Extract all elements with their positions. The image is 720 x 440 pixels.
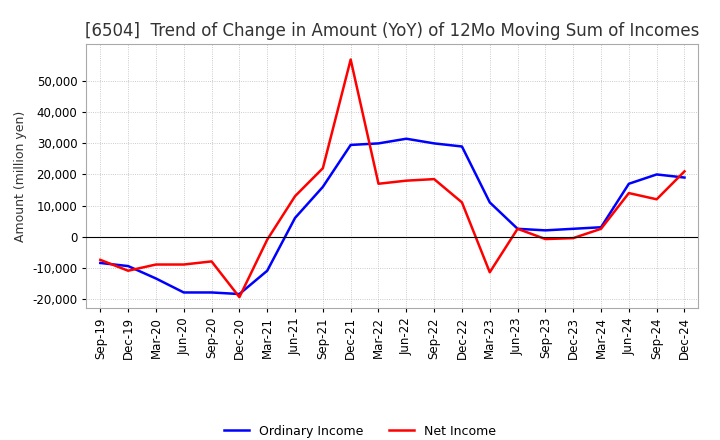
Net Income [597, 226, 606, 231]
Net Income [430, 176, 438, 182]
Net Income [291, 194, 300, 199]
Net Income [569, 235, 577, 241]
Net Income [458, 200, 467, 205]
Ordinary Income [569, 226, 577, 231]
Ordinary Income [652, 172, 661, 177]
Net Income [124, 268, 132, 273]
Net Income [402, 178, 410, 183]
Line: Net Income: Net Income [100, 59, 685, 297]
Y-axis label: Amount (million yen): Amount (million yen) [14, 110, 27, 242]
Ordinary Income [430, 141, 438, 146]
Ordinary Income [318, 184, 327, 190]
Ordinary Income [207, 290, 216, 295]
Ordinary Income [235, 291, 243, 297]
Net Income [624, 191, 633, 196]
Ordinary Income [96, 260, 104, 266]
Ordinary Income [458, 144, 467, 149]
Ordinary Income [374, 141, 383, 146]
Ordinary Income [513, 226, 522, 231]
Line: Ordinary Income: Ordinary Income [100, 139, 685, 294]
Ordinary Income [624, 181, 633, 187]
Net Income [152, 262, 161, 267]
Ordinary Income [179, 290, 188, 295]
Title: [6504]  Trend of Change in Amount (YoY) of 12Mo Moving Sum of Incomes: [6504] Trend of Change in Amount (YoY) o… [85, 22, 700, 40]
Ordinary Income [152, 276, 161, 281]
Net Income [263, 237, 271, 242]
Net Income [235, 294, 243, 300]
Net Income [374, 181, 383, 187]
Ordinary Income [402, 136, 410, 141]
Net Income [318, 165, 327, 171]
Ordinary Income [597, 224, 606, 230]
Net Income [207, 259, 216, 264]
Net Income [680, 169, 689, 174]
Ordinary Income [263, 268, 271, 273]
Net Income [513, 226, 522, 231]
Net Income [96, 257, 104, 263]
Ordinary Income [291, 215, 300, 220]
Ordinary Income [124, 264, 132, 269]
Net Income [179, 262, 188, 267]
Net Income [346, 57, 355, 62]
Net Income [485, 270, 494, 275]
Legend: Ordinary Income, Net Income: Ordinary Income, Net Income [220, 420, 500, 440]
Ordinary Income [346, 142, 355, 147]
Net Income [652, 197, 661, 202]
Ordinary Income [680, 175, 689, 180]
Ordinary Income [541, 228, 550, 233]
Ordinary Income [485, 200, 494, 205]
Net Income [541, 236, 550, 242]
